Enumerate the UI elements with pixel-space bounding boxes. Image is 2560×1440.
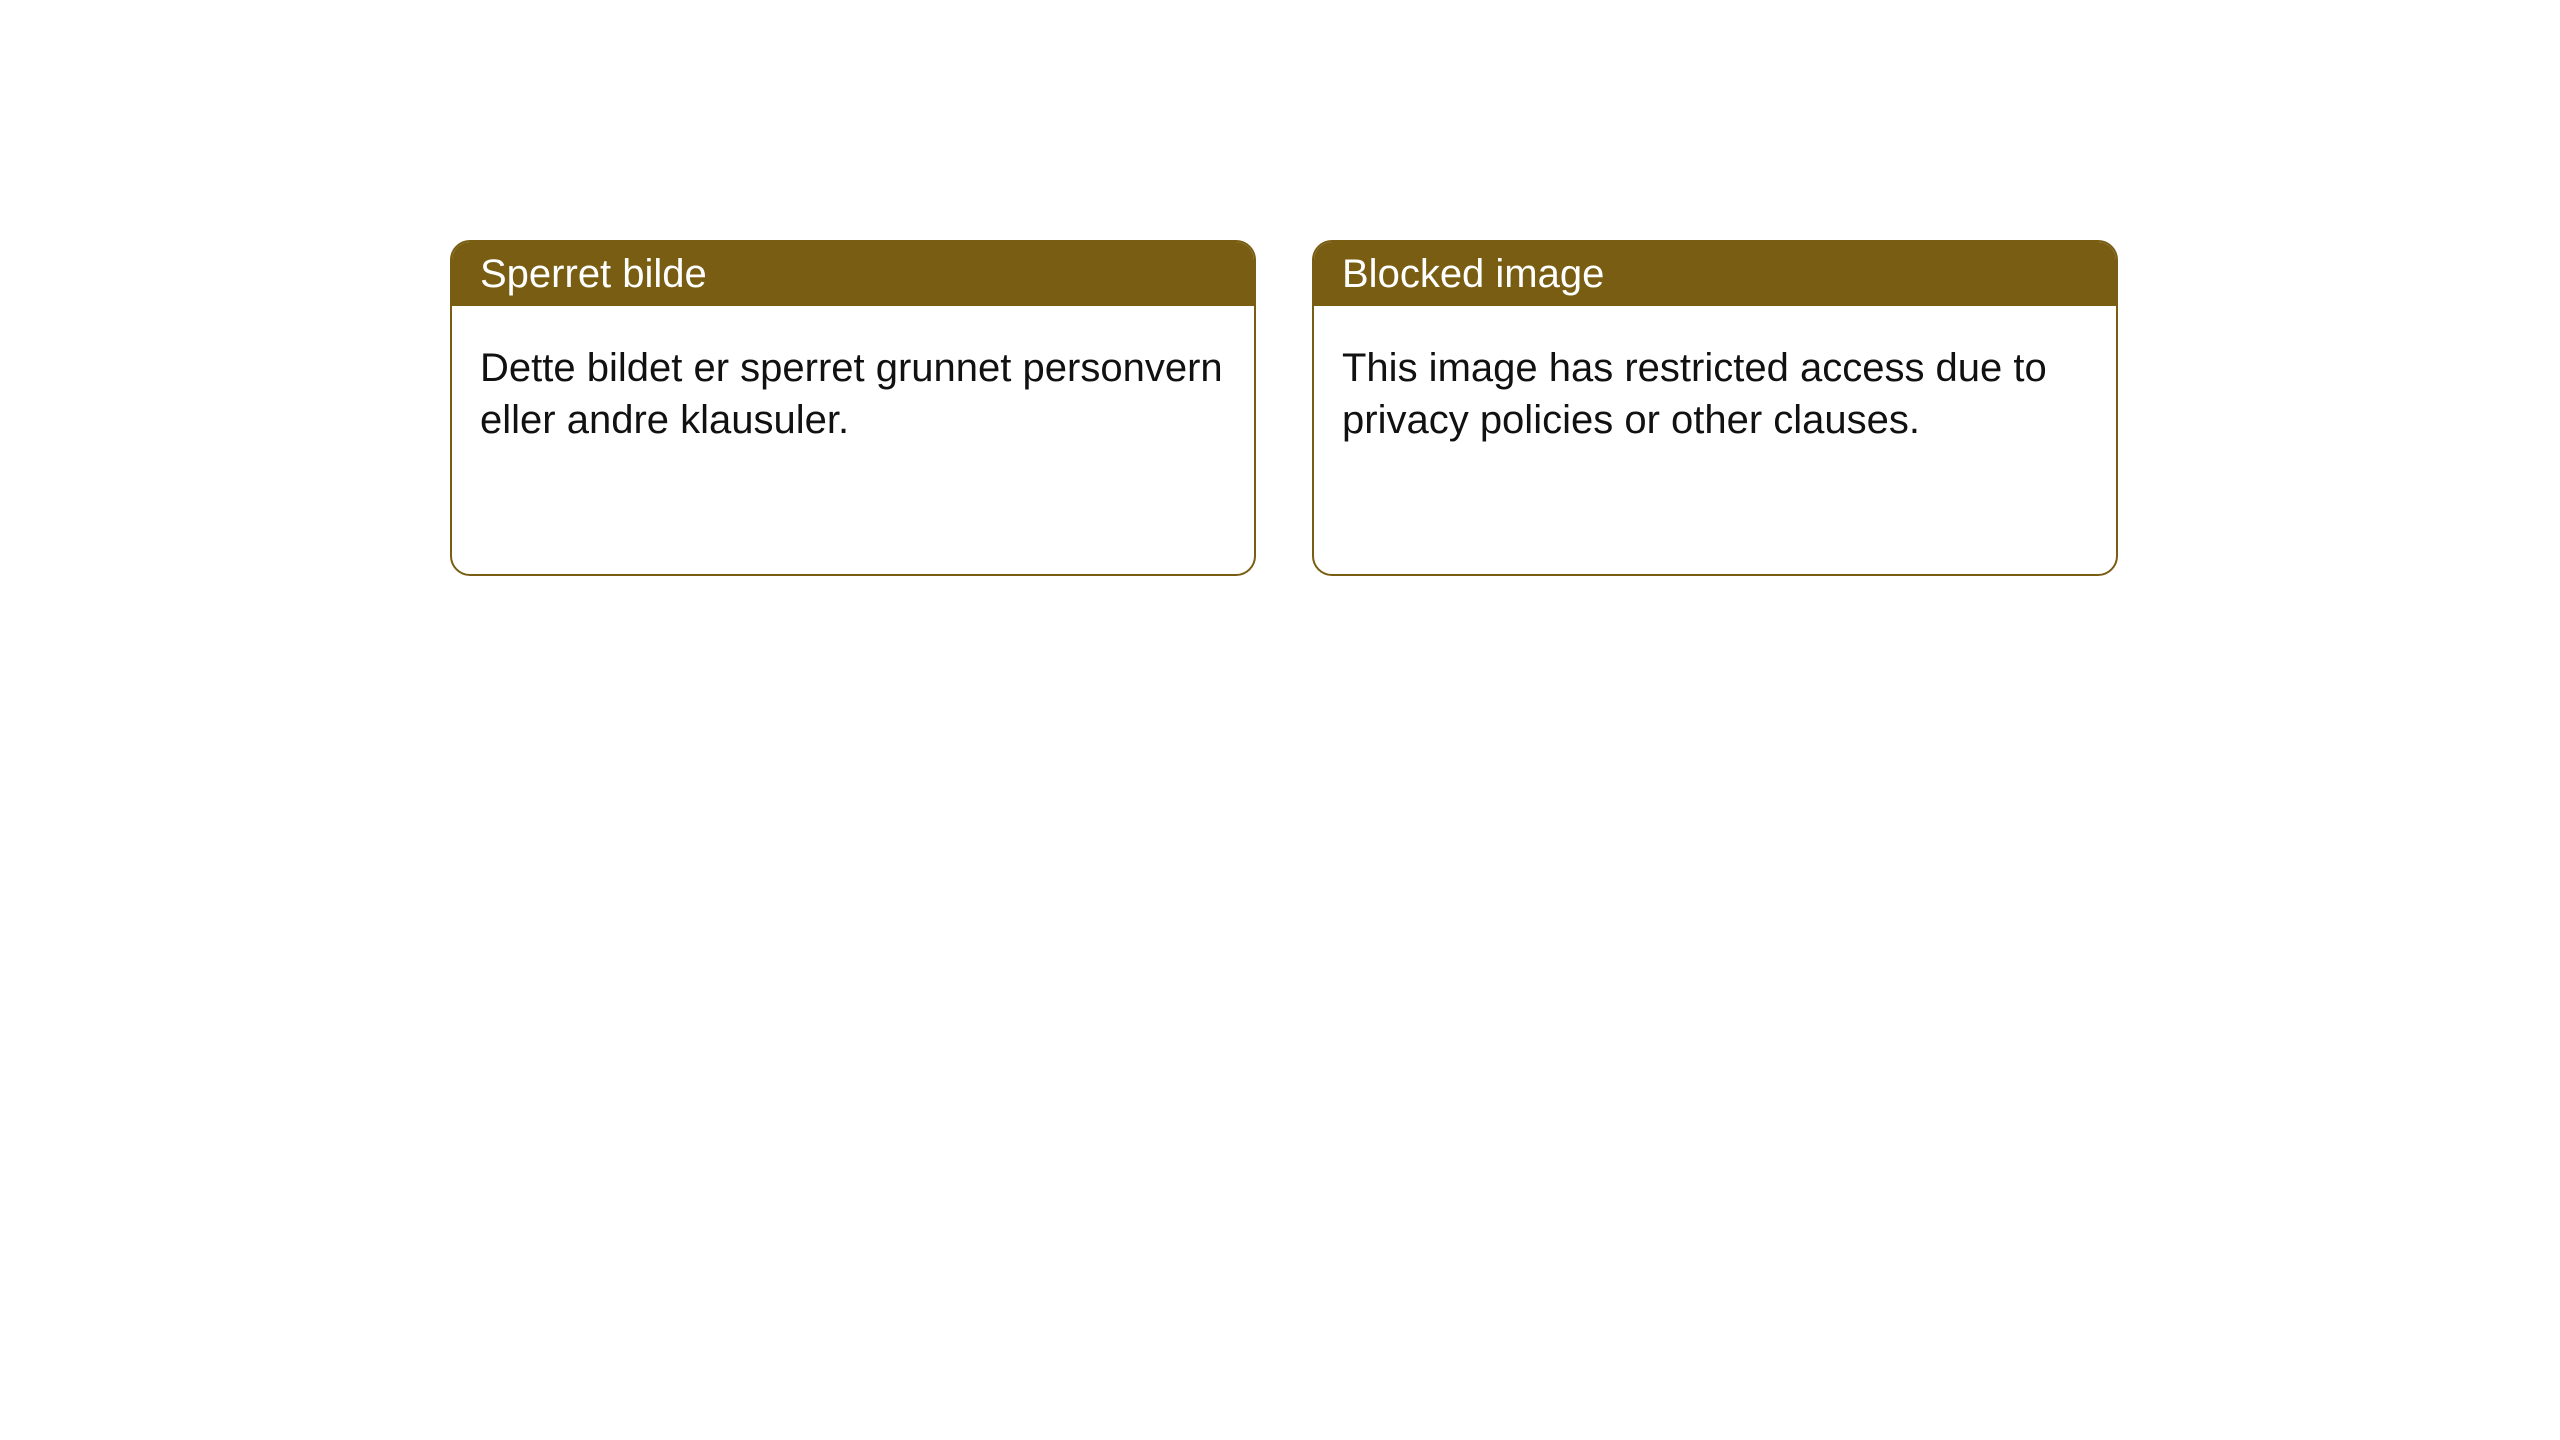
card-body-text: Dette bildet er sperret grunnet personve… [480, 346, 1223, 442]
notice-card-english: Blocked image This image has restricted … [1312, 240, 2118, 576]
card-body-text: This image has restricted access due to … [1342, 346, 2047, 442]
card-header: Blocked image [1314, 242, 2116, 306]
card-header: Sperret bilde [452, 242, 1254, 306]
card-body: This image has restricted access due to … [1314, 306, 2116, 574]
card-header-text: Sperret bilde [480, 252, 707, 296]
notice-cards-container: Sperret bilde Dette bildet er sperret gr… [450, 240, 2118, 576]
notice-card-norwegian: Sperret bilde Dette bildet er sperret gr… [450, 240, 1256, 576]
card-body: Dette bildet er sperret grunnet personve… [452, 306, 1254, 574]
card-header-text: Blocked image [1342, 252, 1604, 296]
